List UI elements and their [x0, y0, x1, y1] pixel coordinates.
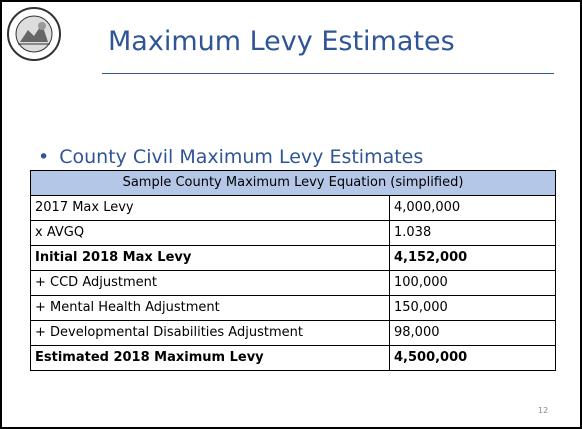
table-cell: 98,000 [389, 320, 556, 346]
bullet: • County Civil Maximum Levy Estimates [38, 146, 424, 168]
table-caption: Sample County Maximum Levy Equation (sim… [30, 170, 556, 196]
table-cell: 100,000 [389, 270, 556, 296]
table-row: Initial 2018 Max Levy 4,152,000 [30, 245, 556, 271]
table-row: + Developmental Disabilities Adjustment 9… [30, 320, 556, 346]
table-cell: 4,500,000 [389, 345, 556, 371]
table-cell: Initial 2018 Max Levy [30, 245, 390, 271]
levy-table: Sample County Maximum Levy Equation (sim… [30, 170, 556, 371]
page-number: 12 [538, 406, 549, 415]
table-row: + Mental Health Adjustment 150,000 [30, 295, 556, 321]
table-row: Estimated 2018 Maximum Levy 4,500,000 [30, 345, 556, 371]
table-cell: 1.038 [389, 220, 556, 246]
table-row: 2017 Max Levy 4,000,000 [30, 195, 556, 221]
table-row: x AVGQ 1.038 [30, 220, 556, 246]
state-seal [7, 7, 61, 61]
table-cell: + Mental Health Adjustment [30, 295, 390, 321]
table-cell: + Developmental Disabilities Adjustment [30, 320, 390, 346]
table-cell: x AVGQ [30, 220, 390, 246]
table-cell: 4,000,000 [389, 195, 556, 221]
table-cell: 2017 Max Levy [30, 195, 390, 221]
table-cell: Estimated 2018 Maximum Levy [30, 345, 390, 371]
bullet-text: County Civil Maximum Levy Estimates [59, 146, 424, 168]
title-rule [102, 73, 554, 74]
table-cell: 150,000 [389, 295, 556, 321]
table-row: + CCD Adjustment 100,000 [30, 270, 556, 296]
slide-title: Maximum Levy Estimates [108, 26, 455, 57]
table-cell: 4,152,000 [389, 245, 556, 271]
table-cell: + CCD Adjustment [30, 270, 390, 296]
